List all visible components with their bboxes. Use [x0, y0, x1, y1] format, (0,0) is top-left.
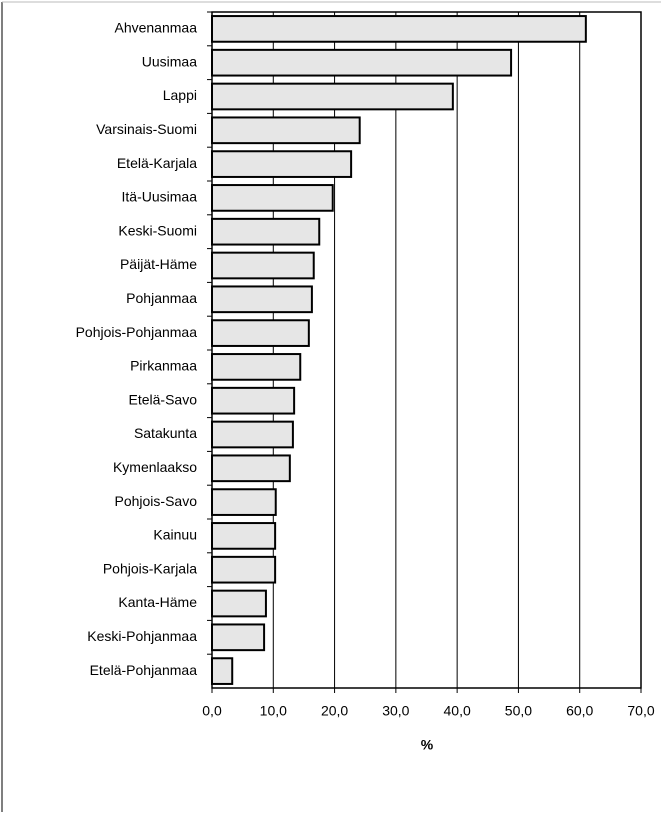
y-tick-label: Keski-Suomi: [118, 222, 197, 238]
x-tick-label: 70,0: [627, 703, 654, 719]
y-tick-label: Pohjois-Savo: [115, 493, 198, 509]
bar: [211, 82, 454, 111]
x-tick-label: 50,0: [505, 703, 532, 719]
y-tick-label: Keski-Pohjanmaa: [87, 628, 197, 644]
y-tick-label: Itä-Uusimaa: [122, 189, 198, 205]
y-tick-label: Pohjanmaa: [126, 290, 197, 306]
y-tick-label: Kainuu: [153, 527, 197, 543]
x-tick-label: 30,0: [382, 703, 409, 719]
bar: [211, 420, 294, 449]
bar: [211, 15, 587, 43]
bar: [211, 589, 267, 618]
bar: [211, 657, 234, 685]
bar: [211, 184, 334, 212]
y-tick-label: Lappi: [163, 87, 197, 103]
y-tick-label: Etelä-Karjala: [117, 155, 197, 171]
bar: [211, 454, 291, 483]
bar: [211, 555, 277, 584]
bar: [211, 386, 296, 415]
x-tick-label: 10,0: [260, 703, 287, 719]
bar: [211, 319, 310, 347]
bar: [211, 217, 321, 246]
x-axis-label: %: [421, 737, 434, 753]
bar: [211, 623, 266, 652]
x-tick-label: 40,0: [444, 703, 471, 719]
bar: [211, 353, 302, 381]
y-tick-label: Päijät-Häme: [120, 256, 197, 272]
bar: [211, 285, 313, 314]
y-tick-label: Varsinais-Suomi: [96, 121, 197, 137]
bar: [211, 48, 513, 77]
bar: [211, 488, 277, 516]
y-tick-label: Pirkanmaa: [130, 358, 197, 374]
bar: [211, 150, 353, 178]
y-tick-label: Satakunta: [134, 425, 197, 441]
bar: [211, 522, 277, 550]
y-tick-label: Kymenlaakso: [113, 459, 197, 475]
y-tick-label: Kanta-Häme: [118, 594, 197, 610]
y-tick-label: Etelä-Savo: [129, 391, 198, 407]
bar: [211, 116, 361, 145]
y-tick-label: Pohjois-Pohjanmaa: [76, 324, 198, 340]
bar: [211, 251, 315, 280]
y-tick-label: Pohjois-Karjala: [103, 560, 197, 576]
x-tick-label: 20,0: [321, 703, 348, 719]
x-tick-label: 60,0: [566, 703, 593, 719]
y-tick-label: Etelä-Pohjanmaa: [90, 662, 198, 678]
y-tick-label: Ahvenanmaa: [114, 20, 197, 36]
plot-area: [211, 11, 642, 689]
y-tick-label: Uusimaa: [142, 53, 197, 69]
x-tick-label: 0,0: [202, 703, 222, 719]
